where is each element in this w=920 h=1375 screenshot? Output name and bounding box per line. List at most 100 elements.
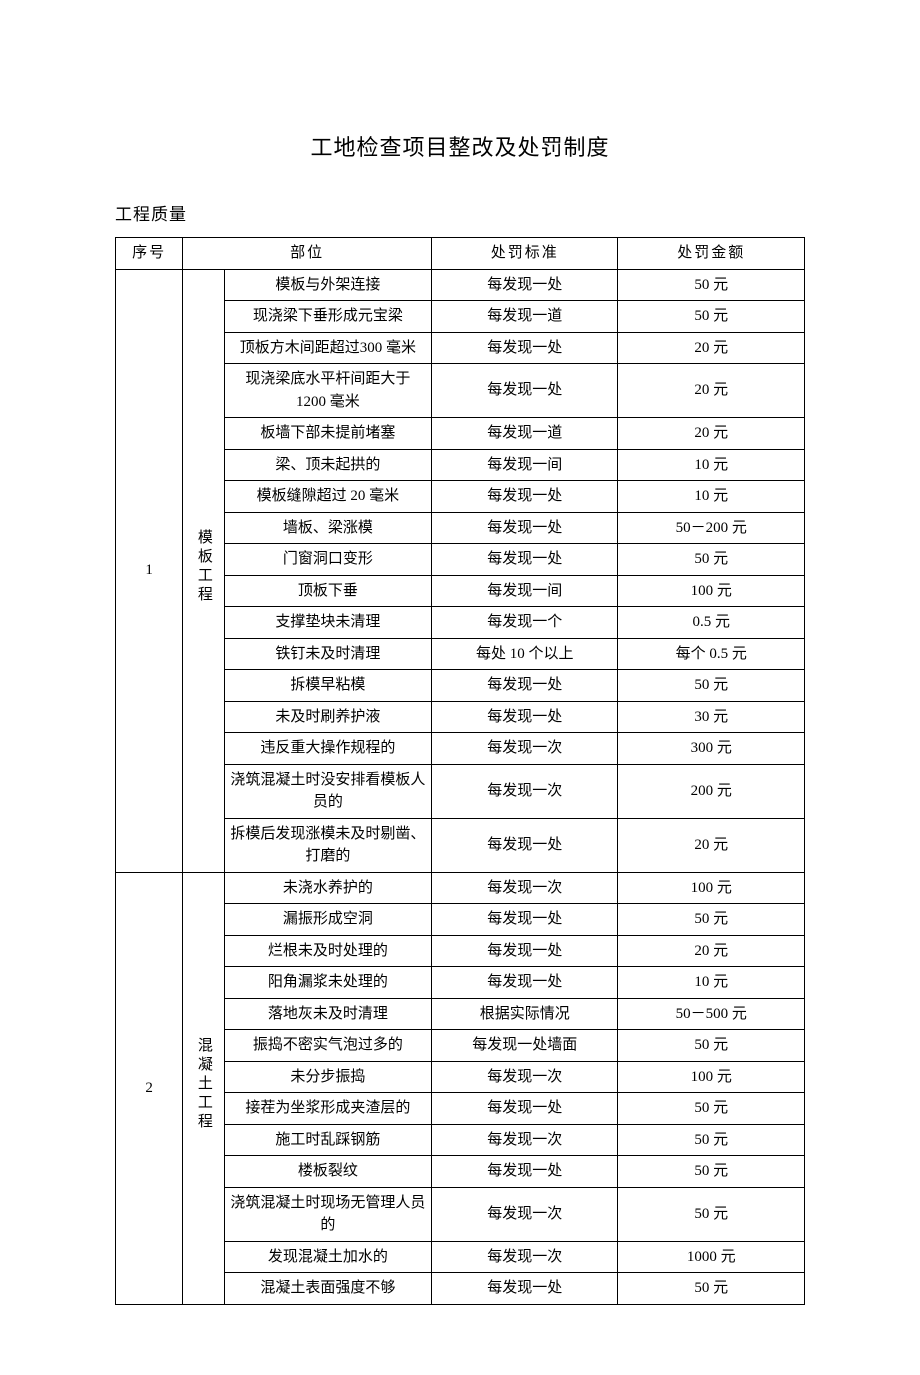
item-cell: 顶板下垂 <box>224 575 431 607</box>
penalty-cell: 50－500 元 <box>618 998 805 1030</box>
standard-cell: 每发现一次 <box>432 764 618 818</box>
item-cell: 混凝土表面强度不够 <box>224 1273 431 1305</box>
item-cell: 烂根未及时处理的 <box>224 935 431 967</box>
category-cell: 混凝土工程 <box>183 872 224 1304</box>
item-cell: 铁钉未及时清理 <box>224 638 431 670</box>
table-row: 2混凝土工程未浇水养护的每发现一次100 元 <box>116 872 805 904</box>
penalty-cell: 10 元 <box>618 449 805 481</box>
standard-cell: 每发现一处墙面 <box>432 1030 618 1062</box>
standard-cell: 每发现一处 <box>432 332 618 364</box>
item-cell: 漏振形成空洞 <box>224 904 431 936</box>
item-cell: 发现混凝土加水的 <box>224 1241 431 1273</box>
header-part: 部位 <box>183 238 432 270</box>
standard-cell: 每发现一处 <box>432 967 618 999</box>
seq-cell: 2 <box>116 872 183 1304</box>
item-cell: 振捣不密实气泡过多的 <box>224 1030 431 1062</box>
standard-cell: 每发现一处 <box>432 701 618 733</box>
penalty-cell: 0.5 元 <box>618 607 805 639</box>
penalty-table: 序号 部位 处罚标准 处罚金额 1模板工程模板与外架连接每发现一处50 元现浇梁… <box>115 237 805 1305</box>
item-cell: 拆模早粘模 <box>224 670 431 702</box>
penalty-cell: 20 元 <box>618 935 805 967</box>
penalty-cell: 每个 0.5 元 <box>618 638 805 670</box>
item-cell: 接茬为坐浆形成夹渣层的 <box>224 1093 431 1125</box>
item-cell: 楼板裂纹 <box>224 1156 431 1188</box>
standard-cell: 每发现一间 <box>432 449 618 481</box>
standard-cell: 每发现一处 <box>432 544 618 576</box>
penalty-cell: 100 元 <box>618 1061 805 1093</box>
category-cell: 模板工程 <box>183 269 224 872</box>
item-cell: 未浇水养护的 <box>224 872 431 904</box>
penalty-cell: 30 元 <box>618 701 805 733</box>
standard-cell: 每发现一处 <box>432 481 618 513</box>
standard-cell: 每发现一个 <box>432 607 618 639</box>
item-cell: 阳角漏浆未处理的 <box>224 967 431 999</box>
penalty-cell: 50 元 <box>618 301 805 333</box>
item-cell: 梁、顶未起拱的 <box>224 449 431 481</box>
item-cell: 支撑垫块未清理 <box>224 607 431 639</box>
item-cell: 施工时乱踩钢筋 <box>224 1124 431 1156</box>
standard-cell: 每发现一处 <box>432 1273 618 1305</box>
header-seq: 序号 <box>116 238 183 270</box>
penalty-cell: 10 元 <box>618 481 805 513</box>
standard-cell: 每发现一道 <box>432 418 618 450</box>
table-row: 1模板工程模板与外架连接每发现一处50 元 <box>116 269 805 301</box>
item-cell: 模板缝隙超过 20 毫米 <box>224 481 431 513</box>
standard-cell: 每发现一处 <box>432 269 618 301</box>
penalty-cell: 50 元 <box>618 1187 805 1241</box>
penalty-cell: 100 元 <box>618 872 805 904</box>
item-cell: 板墙下部未提前堵塞 <box>224 418 431 450</box>
standard-cell: 每发现一次 <box>432 872 618 904</box>
standard-cell: 每发现一处 <box>432 364 618 418</box>
standard-cell: 每发现一处 <box>432 512 618 544</box>
standard-cell: 每发现一次 <box>432 1187 618 1241</box>
penalty-cell: 10 元 <box>618 967 805 999</box>
standard-cell: 每发现一间 <box>432 575 618 607</box>
standard-cell: 每发现一次 <box>432 1124 618 1156</box>
standard-cell: 每发现一处 <box>432 1156 618 1188</box>
penalty-cell: 50 元 <box>618 670 805 702</box>
standard-cell: 每发现一处 <box>432 670 618 702</box>
header-pen: 处罚金额 <box>618 238 805 270</box>
header-std: 处罚标准 <box>432 238 618 270</box>
penalty-cell: 20 元 <box>618 364 805 418</box>
penalty-cell: 50 元 <box>618 904 805 936</box>
standard-cell: 每发现一次 <box>432 1061 618 1093</box>
penalty-cell: 200 元 <box>618 764 805 818</box>
penalty-cell: 50 元 <box>618 544 805 576</box>
penalty-cell: 50 元 <box>618 1093 805 1125</box>
item-cell: 浇筑混凝土时没安排看模板人员的 <box>224 764 431 818</box>
penalty-cell: 20 元 <box>618 418 805 450</box>
item-cell: 浇筑混凝土时现场无管理人员的 <box>224 1187 431 1241</box>
item-cell: 现浇梁下垂形成元宝梁 <box>224 301 431 333</box>
item-cell: 未及时刷养护液 <box>224 701 431 733</box>
penalty-cell: 1000 元 <box>618 1241 805 1273</box>
item-cell: 拆模后发现涨模未及时剔凿、打磨的 <box>224 818 431 872</box>
seq-cell: 1 <box>116 269 183 872</box>
standard-cell: 每发现一次 <box>432 733 618 765</box>
item-cell: 模板与外架连接 <box>224 269 431 301</box>
standard-cell: 每发现一次 <box>432 1241 618 1273</box>
standard-cell: 根据实际情况 <box>432 998 618 1030</box>
standard-cell: 每发现一处 <box>432 935 618 967</box>
penalty-cell: 50 元 <box>618 1124 805 1156</box>
penalty-cell: 20 元 <box>618 332 805 364</box>
penalty-cell: 20 元 <box>618 818 805 872</box>
page-subtitle: 工程质量 <box>115 200 805 225</box>
item-cell: 顶板方木间距超过300 毫米 <box>224 332 431 364</box>
standard-cell: 每发现一处 <box>432 1093 618 1125</box>
penalty-cell: 50 元 <box>618 1273 805 1305</box>
item-cell: 落地灰未及时清理 <box>224 998 431 1030</box>
penalty-cell: 300 元 <box>618 733 805 765</box>
penalty-cell: 50 元 <box>618 269 805 301</box>
standard-cell: 每发现一处 <box>432 904 618 936</box>
item-cell: 现浇梁底水平杆间距大于 1200 毫米 <box>224 364 431 418</box>
penalty-cell: 100 元 <box>618 575 805 607</box>
penalty-cell: 50－200 元 <box>618 512 805 544</box>
penalty-cell: 50 元 <box>618 1030 805 1062</box>
item-cell: 未分步振捣 <box>224 1061 431 1093</box>
standard-cell: 每处 10 个以上 <box>432 638 618 670</box>
item-cell: 门窗洞口变形 <box>224 544 431 576</box>
page-title: 工地检查项目整改及处罚制度 <box>115 130 805 162</box>
table-header-row: 序号 部位 处罚标准 处罚金额 <box>116 238 805 270</box>
item-cell: 违反重大操作规程的 <box>224 733 431 765</box>
